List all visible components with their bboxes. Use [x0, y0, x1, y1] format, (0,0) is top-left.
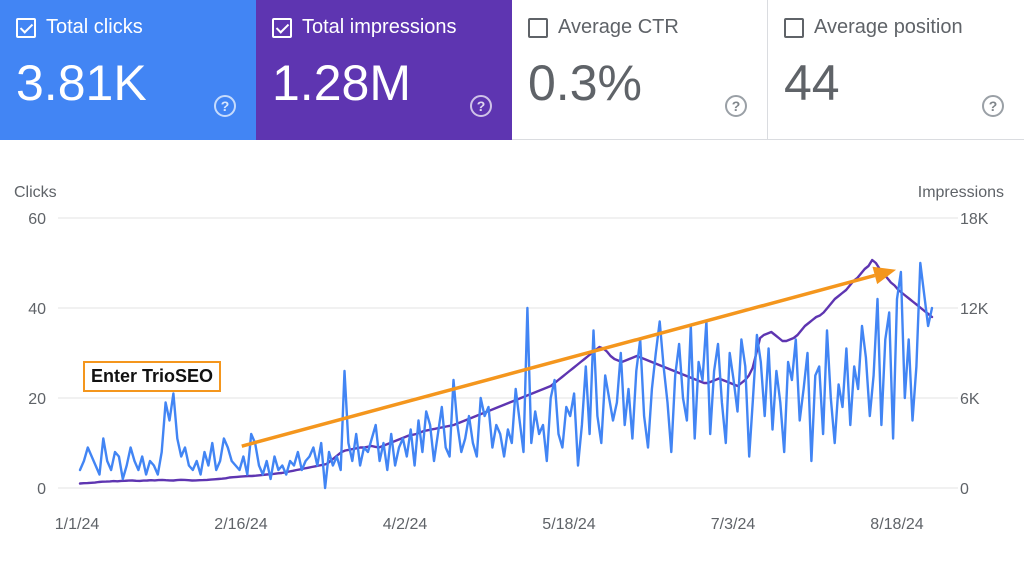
left-axis-tick-label: 60	[28, 211, 46, 228]
trend-arrow-line	[241, 273, 876, 448]
average-ctr-card[interactable]: Average CTR 0.3% ?	[512, 0, 768, 140]
axis-ticks: 60 40 20 0 18K 12K 6K 0 1/1/24 2/16/24 4/2/24 5/18/…	[28, 211, 989, 533]
help-icon[interactable]: ?	[725, 95, 747, 117]
right-axis-tick-label: 6K	[960, 391, 980, 408]
left-axis-tick-label: 40	[28, 301, 46, 318]
right-axis-tick-label: 18K	[960, 211, 989, 228]
help-icon[interactable]: ?	[214, 95, 236, 117]
help-icon[interactable]: ?	[470, 95, 492, 117]
x-axis-tick-label: 2/16/24	[214, 516, 267, 533]
trend-arrow-head	[872, 266, 897, 285]
card-value: 1.28M	[272, 55, 411, 111]
card-value: 0.3%	[528, 55, 642, 111]
x-axis-tick-label: 7/3/24	[711, 516, 756, 533]
average-position-card[interactable]: Average position 44 ?	[768, 0, 1024, 140]
total-impressions-card[interactable]: Total impressions 1.28M ?	[256, 0, 512, 140]
card-value: 44	[784, 55, 840, 111]
checkbox-unchecked-icon[interactable]	[528, 17, 548, 38]
card-label: Average position	[814, 16, 963, 38]
checkbox-checked-icon[interactable]	[272, 17, 292, 38]
card-value: 3.81K	[16, 55, 147, 111]
chart-annotations	[241, 266, 897, 448]
card-label: Total clicks	[46, 16, 143, 38]
right-axis-tick-label: 0	[960, 481, 969, 498]
left-axis-tick-label: 20	[28, 391, 46, 408]
x-axis-tick-label: 1/1/24	[55, 516, 100, 533]
left-axis-title: Clicks	[14, 184, 57, 201]
chart-series	[78, 258, 934, 490]
total-clicks-card[interactable]: Total clicks 3.81K ?	[0, 0, 256, 140]
card-label: Average CTR	[558, 16, 679, 38]
performance-chart: Clicks Impressions 60 40 20 0 18K 12K 6K 0 1/1/2…	[14, 184, 1004, 533]
chart-gridlines	[58, 217, 958, 489]
checkbox-checked-icon[interactable]	[16, 17, 36, 38]
right-axis-tick-label: 12K	[960, 301, 989, 318]
x-axis-tick-label: 4/2/24	[383, 516, 428, 533]
annotation-label: Enter TrioSEO	[83, 361, 222, 392]
metric-cards: Total clicks 3.81K ? Total impressions 1…	[0, 0, 1024, 140]
checkbox-unchecked-icon[interactable]	[784, 17, 804, 38]
card-label: Total impressions	[302, 16, 457, 38]
help-icon[interactable]: ?	[982, 95, 1004, 117]
x-axis-tick-label: 8/18/24	[870, 516, 923, 533]
right-axis-title: Impressions	[918, 184, 1004, 201]
clicks-line	[78, 261, 934, 490]
impressions-line	[78, 258, 934, 485]
x-axis-tick-label: 5/18/24	[542, 516, 595, 533]
left-axis-tick-label: 0	[37, 481, 46, 498]
